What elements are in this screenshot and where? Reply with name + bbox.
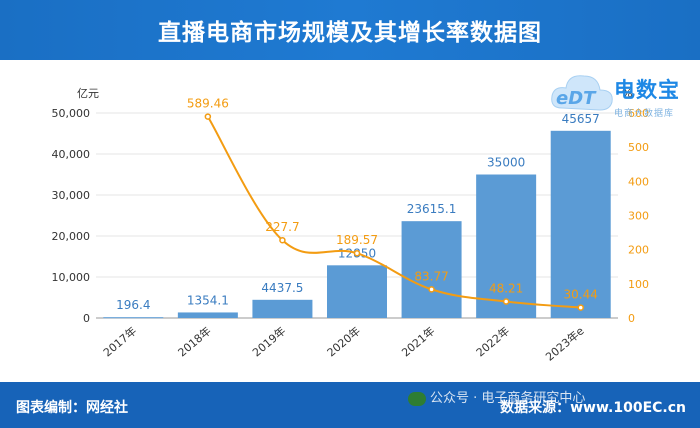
x-tick-label: 2018年 [175, 324, 214, 360]
growth-rate-label: 48.21 [489, 282, 523, 296]
y2-tick-label: 600 [628, 107, 649, 120]
y2-tick-label: 300 [628, 210, 649, 223]
logo-brand: 电数宝 [614, 78, 680, 102]
y2-tick-label: 200 [628, 244, 649, 257]
chart-svg: 0 10,000 20,000 30,000 40,000 50,000 0 100 200 30… [52, 87, 650, 364]
chart-title-banner: 直播电商市场规模及其增长率数据图 [0, 0, 700, 60]
bar [252, 299, 313, 318]
bar-value-label: 4437.5 [261, 281, 303, 295]
footer-source: 数据来源：www.100EC.cn [500, 400, 686, 416]
y2-tick-label: 100 [628, 278, 649, 291]
bar [103, 317, 164, 319]
growth-rate-point [502, 298, 510, 305]
y-axis-unit: 亿元 [77, 87, 99, 100]
growth-rate-label: 83.77 [414, 269, 448, 283]
y2-tick-label: 0 [628, 312, 635, 325]
y2-axis-unit: % [622, 87, 632, 100]
y-tick-label: 0 [83, 312, 90, 325]
growth-rate-label: 30.44 [564, 288, 598, 302]
bar-value-label: 1354.1 [187, 293, 229, 307]
bar [401, 221, 462, 318]
footer-bar: 图表编制：网经社 公众号 · 电子商务研究中心 数据来源：www.100EC.c… [0, 382, 700, 428]
chart-title: 直播电商市场规模及其增长率数据图 [158, 20, 542, 46]
y2-tick-label: 400 [628, 175, 649, 188]
brand-logo: eDT 电数宝 电商大数据库 [548, 64, 698, 122]
y-tick-label: 30,000 [52, 189, 91, 202]
x-tick-label: 2019年 [249, 324, 288, 360]
logo-subtitle: 电商大数据库 [614, 109, 675, 119]
chart-area: 0 10,000 20,000 30,000 40,000 50,000 0 100 200 30… [0, 60, 700, 382]
wechat-watermark: 公众号 · 电子商务研究中心 [408, 387, 585, 406]
x-tick-label: 2017年 [100, 324, 139, 360]
bar-value-label: 45657 [562, 112, 600, 126]
bar [550, 130, 611, 318]
growth-rate-point [353, 249, 361, 257]
growth-rate-point [279, 236, 286, 244]
y-tick-label: 10,000 [52, 271, 91, 284]
y-tick-label: 50,000 [52, 107, 91, 120]
y2-tick-label: 500 [628, 141, 649, 154]
y-tick-label: 40,000 [52, 148, 91, 161]
bar-value-label: 35000 [487, 156, 525, 170]
bar-value-label: 196.4 [116, 298, 150, 312]
wechat-icon [408, 391, 426, 406]
bar-value-label: 23615.1 [407, 202, 457, 216]
y-tick-label: 20,000 [52, 230, 91, 243]
x-tick-label: 2021年 [399, 324, 438, 360]
growth-rate-label: 227.7 [265, 220, 299, 234]
bar [476, 174, 537, 318]
growth-rate-point [428, 286, 435, 293]
growth-rate-label: 589.46 [187, 97, 229, 111]
growth-rate-label: 189.57 [336, 233, 378, 247]
logo-mark: eDT [556, 88, 596, 109]
wechat-text: 公众号 · 电子商务研究中心 [430, 391, 586, 406]
x-tick-label: 2020年 [324, 324, 363, 360]
cloud-icon [551, 75, 613, 111]
bar [177, 312, 238, 318]
bar [327, 265, 387, 318]
growth-rate-point [577, 304, 584, 311]
footer-credit: 图表编制：网经社 [16, 400, 128, 416]
x-tick-label: 2022年 [473, 324, 512, 360]
x-tick-label: 2023年e [543, 323, 587, 363]
growth-rate-point [204, 113, 212, 120]
